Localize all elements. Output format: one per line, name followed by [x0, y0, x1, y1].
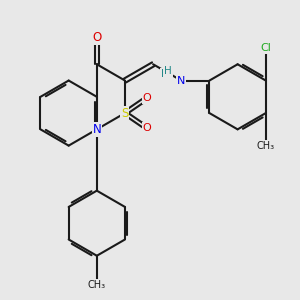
Text: CH₃: CH₃	[257, 141, 275, 151]
Text: N: N	[92, 123, 101, 136]
Text: O: O	[92, 31, 101, 44]
Text: Cl: Cl	[260, 43, 271, 53]
Text: O: O	[142, 93, 151, 103]
Text: H: H	[161, 69, 169, 79]
Text: O: O	[142, 123, 151, 133]
Text: N: N	[177, 76, 185, 85]
Text: CH₃: CH₃	[88, 280, 106, 290]
Text: S: S	[121, 106, 129, 120]
Text: H: H	[164, 66, 172, 76]
